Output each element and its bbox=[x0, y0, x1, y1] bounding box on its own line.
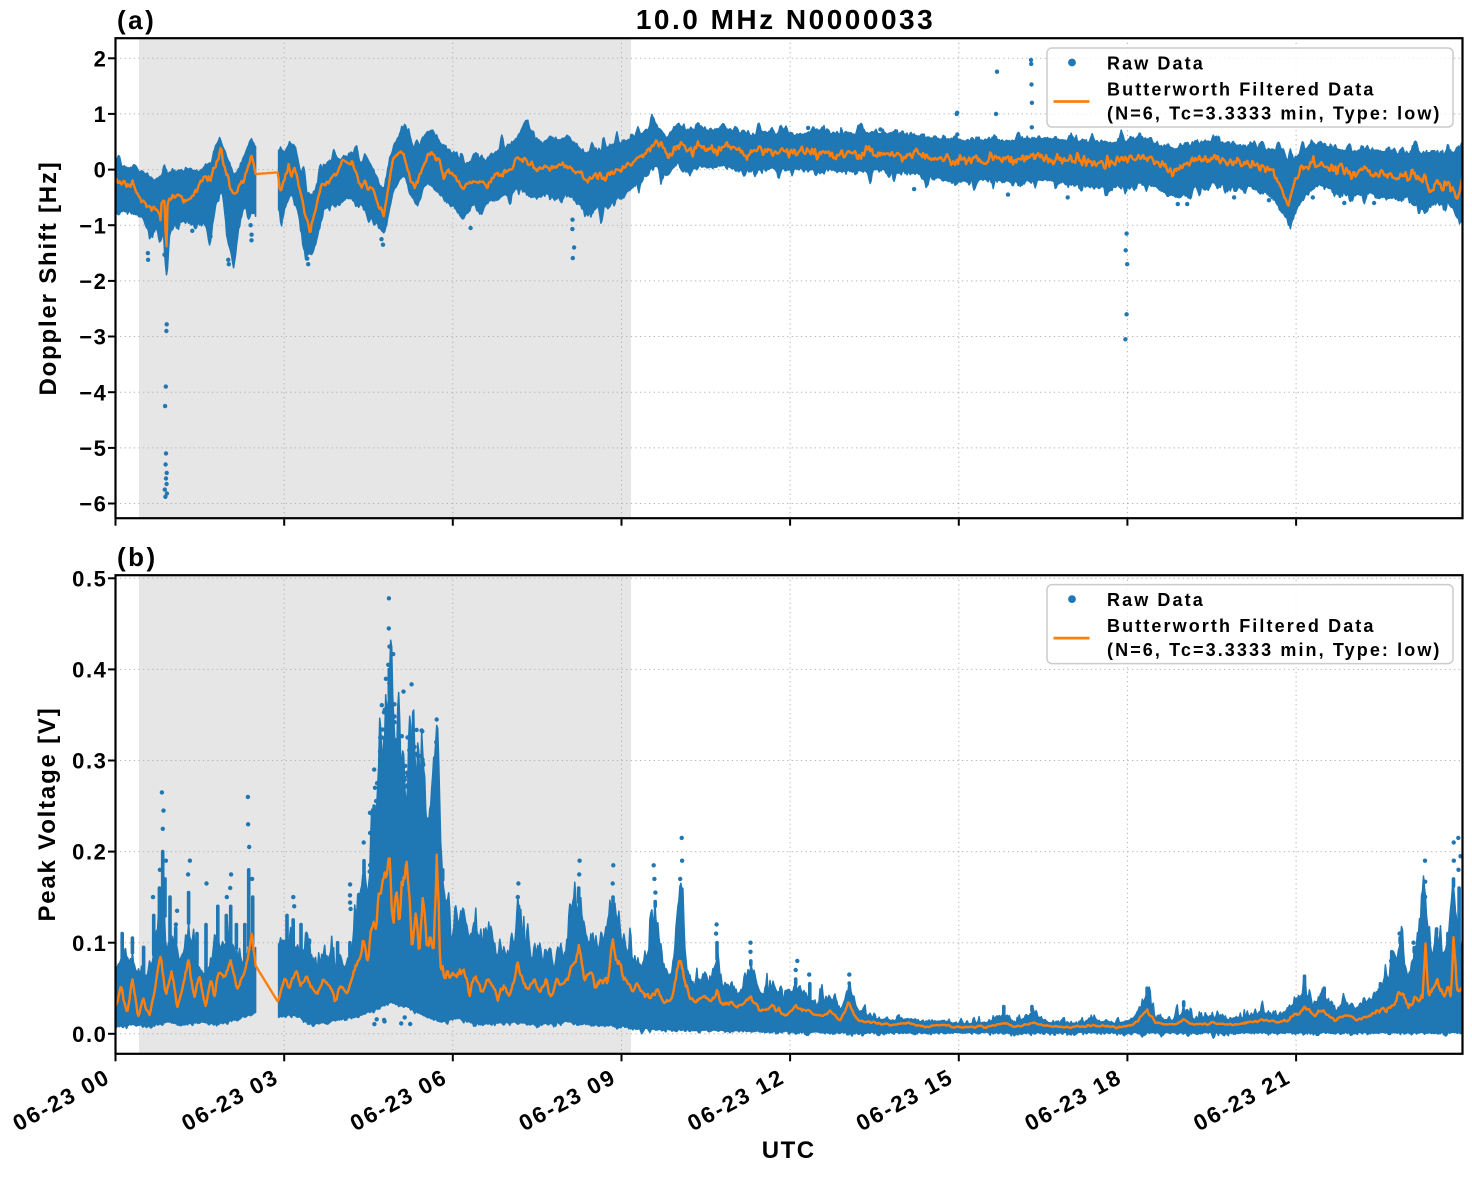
svg-text:2: 2 bbox=[94, 46, 108, 71]
svg-text:10.0 MHz N0000033: 10.0 MHz N0000033 bbox=[636, 4, 935, 35]
svg-text:Butterworth Filtered Data: Butterworth Filtered Data bbox=[1107, 616, 1376, 636]
svg-text:Raw Data: Raw Data bbox=[1107, 54, 1205, 74]
svg-text:−2: −2 bbox=[79, 269, 107, 294]
svg-text:(b): (b) bbox=[117, 542, 158, 572]
svg-text:−5: −5 bbox=[79, 436, 107, 461]
svg-text:0: 0 bbox=[94, 158, 108, 183]
svg-text:0.5: 0.5 bbox=[72, 566, 107, 591]
svg-text:0.2: 0.2 bbox=[72, 840, 107, 865]
svg-text:−6: −6 bbox=[79, 492, 107, 517]
svg-text:0.1: 0.1 bbox=[72, 931, 107, 956]
svg-text:Raw Data: Raw Data bbox=[1107, 590, 1205, 610]
svg-text:(a): (a) bbox=[117, 5, 156, 35]
svg-text:−1: −1 bbox=[79, 213, 107, 238]
svg-text:(N=6, Tc=3.3333 min, Type: low: (N=6, Tc=3.3333 min, Type: low) bbox=[1107, 640, 1442, 660]
svg-text:0.3: 0.3 bbox=[72, 749, 107, 774]
svg-text:Peak Voltage [V]: Peak Voltage [V] bbox=[34, 706, 61, 921]
svg-text:UTC: UTC bbox=[762, 1137, 816, 1164]
svg-text:0.0: 0.0 bbox=[72, 1022, 107, 1047]
svg-text:Doppler Shift [Hz]: Doppler Shift [Hz] bbox=[35, 160, 62, 395]
svg-text:0.4: 0.4 bbox=[72, 658, 107, 683]
svg-text:Butterworth Filtered Data: Butterworth Filtered Data bbox=[1107, 80, 1376, 100]
svg-text:−4: −4 bbox=[79, 380, 107, 405]
svg-text:1: 1 bbox=[94, 102, 108, 127]
svg-text:(N=6, Tc=3.3333 min, Type: low: (N=6, Tc=3.3333 min, Type: low) bbox=[1107, 104, 1442, 124]
svg-text:−3: −3 bbox=[79, 325, 107, 350]
